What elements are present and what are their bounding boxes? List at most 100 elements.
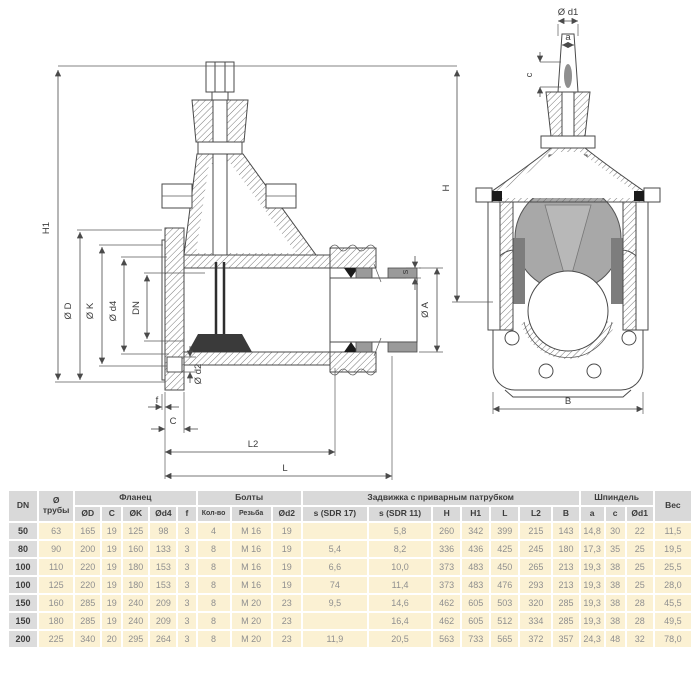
value-cell: 125 (39, 576, 74, 593)
table-row: 200 225 340 20 295 264 3 8 M 20 23 11,9 20,5 563 733 5… (9, 630, 691, 647)
value-cell: 399 (491, 522, 519, 539)
bore (521, 270, 615, 360)
dn-cell: 100 (9, 576, 38, 593)
col-header: f (178, 506, 196, 521)
value-cell: 19,5 (654, 540, 691, 557)
value-cell: 45,5 (654, 594, 691, 611)
value-cell: M 20 (231, 612, 271, 629)
value-cell: 503 (491, 594, 519, 611)
value-cell: 3 (178, 558, 196, 575)
value-cell: 160 (123, 540, 149, 557)
value-cell: M 20 (231, 630, 271, 647)
table-row: 100 110 220 19 180 153 3 8 M 16 19 6,6 10,0 373 483 45… (9, 558, 691, 575)
value-cell: 6,6 (302, 558, 367, 575)
dim-label: DN (131, 301, 142, 315)
value-cell: 336 (433, 540, 461, 557)
left-view-section (161, 61, 418, 391)
value-cell: 220 (75, 558, 101, 575)
value-cell: 180 (39, 612, 74, 629)
value-cell: 23 (272, 612, 301, 629)
value-cell: 143 (553, 522, 579, 539)
value-cell: 450 (491, 558, 519, 575)
dn-cell: 150 (9, 594, 38, 611)
value-cell: 180 (123, 576, 149, 593)
body-shell (487, 201, 649, 331)
table-row: 100 125 220 19 180 153 3 8 M 16 19 74 11,4 373 483 476… (9, 576, 691, 593)
value-cell: 462 (433, 612, 461, 629)
value-cell: 240 (123, 612, 149, 629)
dim-label: Ø A (420, 301, 431, 318)
value-cell: 605 (462, 612, 490, 629)
value-cell: 8 (197, 630, 230, 647)
col-header: Ød4 (150, 506, 177, 521)
value-cell: 357 (553, 630, 579, 647)
value-cell: 38 (605, 594, 625, 611)
table-row: 50 63 165 19 125 98 3 4 M 16 19 5,8 260 342 399 215 143… (9, 522, 691, 539)
value-cell: 14,6 (368, 594, 432, 611)
value-cell: 19,3 (580, 558, 604, 575)
value-cell: 225 (39, 630, 74, 647)
front-spindle (540, 33, 596, 149)
value-cell: 23 (272, 594, 301, 611)
value-cell: 200 (75, 540, 101, 557)
value-cell: 3 (178, 576, 196, 593)
flange (161, 227, 185, 391)
dim-label: f (156, 395, 159, 406)
dn-cell: 50 (9, 522, 38, 539)
value-cell: 285 (75, 612, 101, 629)
value-cell: 9,5 (302, 594, 367, 611)
value-cell: 28,0 (654, 576, 691, 593)
value-cell: 19,3 (580, 612, 604, 629)
value-cell: M 16 (231, 576, 271, 593)
value-cell: 245 (520, 540, 552, 557)
welded-spigot (329, 244, 418, 376)
value-cell: 462 (433, 594, 461, 611)
table-row: 150 160 285 19 240 209 3 8 M 20 23 9,5 14,6 462 605 50… (9, 594, 691, 611)
col-header: Кол-во (197, 506, 230, 521)
header-weight: Вес (654, 491, 691, 521)
value-cell: 17,3 (580, 540, 604, 557)
dim-label: H1 (41, 222, 52, 234)
value-cell: 19 (102, 522, 122, 539)
col-header: ØK (123, 506, 149, 521)
value-cell: 3 (178, 630, 196, 647)
col-header: Ød2 (272, 506, 301, 521)
dim-label: Ø D (63, 302, 74, 319)
dim-label: Ø K (85, 302, 96, 319)
col-header: s (SDR 11) (368, 506, 432, 521)
value-cell: 563 (433, 630, 461, 647)
header-pipe-diameter: Ø трубы (39, 491, 74, 521)
value-cell: 19,3 (580, 576, 604, 593)
value-cell: 19 (102, 540, 122, 557)
value-cell: 565 (491, 630, 519, 647)
value-cell: 11,9 (302, 630, 367, 647)
value-cell: 483 (462, 558, 490, 575)
col-header: L2 (520, 506, 552, 521)
col-header: Резьба (231, 506, 271, 521)
spindle-cap (205, 61, 235, 101)
value-cell: 19 (102, 558, 122, 575)
value-cell: 133 (150, 540, 177, 557)
value-cell: 35 (605, 540, 625, 557)
value-cell: 30 (605, 522, 625, 539)
value-cell: 3 (178, 540, 196, 557)
value-cell: 3 (178, 612, 196, 629)
front-bonnet (475, 147, 661, 203)
value-cell: 285 (553, 612, 579, 629)
value-cell: 125 (123, 522, 149, 539)
value-cell: 342 (462, 522, 490, 539)
value-cell (302, 612, 367, 629)
dim-label: L2 (248, 439, 259, 450)
value-cell: 49,5 (654, 612, 691, 629)
col-header: H (433, 506, 461, 521)
value-cell: 425 (491, 540, 519, 557)
value-cell: 153 (150, 558, 177, 575)
gate-wedge (188, 262, 252, 352)
col-header: B (553, 506, 579, 521)
value-cell: 483 (462, 576, 490, 593)
value-cell: 340 (75, 630, 101, 647)
value-cell: 20,5 (368, 630, 432, 647)
value-cell: 165 (75, 522, 101, 539)
value-cell: M 16 (231, 522, 271, 539)
col-header: ØD (75, 506, 101, 521)
